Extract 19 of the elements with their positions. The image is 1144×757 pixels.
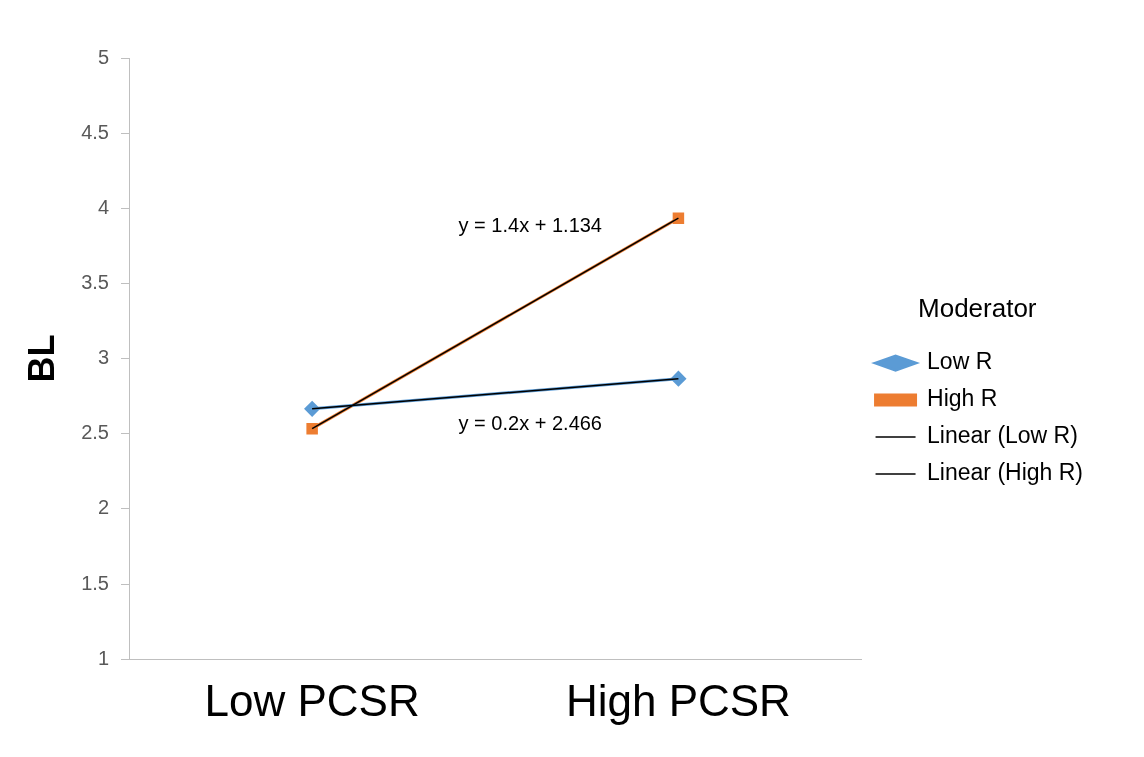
y-tick-label: 2.5: [81, 421, 109, 444]
y-tick-label: 2: [97, 496, 109, 519]
y-tick-label: 3: [97, 346, 109, 369]
y-tick-label: 1: [97, 646, 109, 669]
legend-label: Linear (Low R): [927, 422, 1078, 449]
y-axis-title: BL: [20, 334, 62, 383]
legend-label: Low R: [927, 348, 993, 375]
annotation: y = 0.2x + 2.466: [458, 412, 602, 435]
annotation: y = 1.4x + 1.134: [458, 213, 602, 236]
y-tick-label: 3.5: [81, 270, 109, 293]
y-tick-label: 5: [97, 45, 109, 68]
legend-label: Linear (High R): [927, 459, 1084, 486]
legend-title: Moderator: [918, 292, 1037, 323]
x-tick-label: High PCSR: [565, 675, 791, 725]
legend-label: High R: [927, 385, 998, 412]
y-tick-label: 1.5: [81, 571, 109, 594]
y-tick-label: 4: [97, 195, 109, 218]
y-tick-label: 4.5: [81, 120, 109, 143]
x-tick-label: Low PCSR: [204, 675, 420, 725]
